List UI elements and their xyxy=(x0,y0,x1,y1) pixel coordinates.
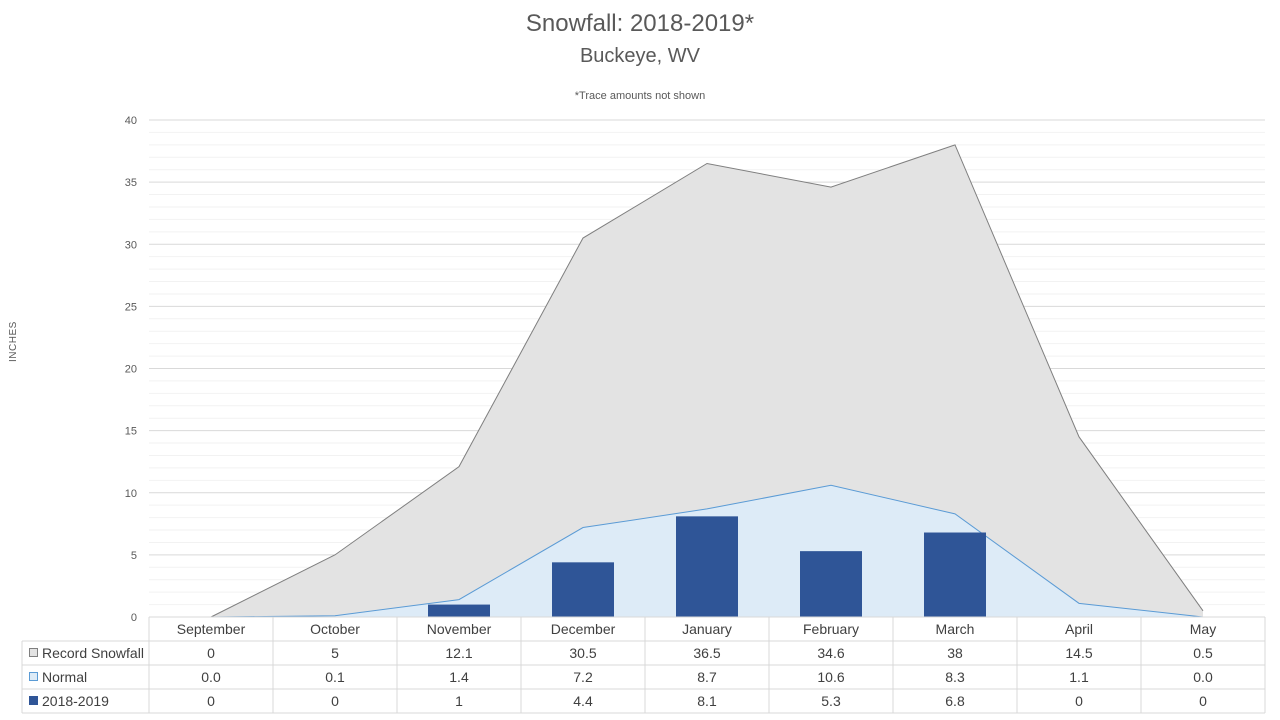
data-label: 5.3 xyxy=(821,693,841,709)
data-label: 4.4 xyxy=(573,693,593,709)
data-label: 1.4 xyxy=(449,669,469,685)
area-record-snowfall xyxy=(211,144,1203,617)
data-label: 0.5 xyxy=(1193,645,1213,661)
bar-march xyxy=(924,532,986,617)
legend-label: Record Snowfall xyxy=(42,645,144,661)
bar-november xyxy=(428,604,490,617)
data-label: 0.0 xyxy=(201,669,221,685)
y-tick-label: 40 xyxy=(125,115,137,127)
data-label: 0.0 xyxy=(1193,669,1213,685)
data-label: 7.2 xyxy=(573,669,593,685)
data-label: 14.5 xyxy=(1065,645,1092,661)
category-label: January xyxy=(682,621,732,637)
data-label: 0.1 xyxy=(325,669,345,685)
y-tick-label: 5 xyxy=(131,550,137,562)
line-normal xyxy=(210,484,1204,618)
data-label: 10.6 xyxy=(817,669,844,685)
category-label: April xyxy=(1065,621,1093,637)
chart-note: *Trace amounts not shown xyxy=(574,90,706,102)
data-label: 30.5 xyxy=(569,645,596,661)
y-tick-label: 35 xyxy=(125,177,137,189)
y-tick-label: 0 xyxy=(131,612,137,624)
data-label: 36.5 xyxy=(693,645,720,661)
y-tick-label: 25 xyxy=(125,301,137,313)
data-label: 0 xyxy=(1199,693,1207,709)
data-label: 0 xyxy=(207,693,215,709)
legend-label: 2018-2019 xyxy=(42,693,109,709)
y-tick-label: 15 xyxy=(125,426,137,438)
chart-subtitle: Buckeye, WV xyxy=(579,45,701,67)
data-label: 0 xyxy=(331,693,339,709)
bar-december xyxy=(552,562,614,617)
category-label: September xyxy=(177,621,246,637)
data-label: 8.3 xyxy=(945,669,965,685)
legend-key-normal xyxy=(29,672,38,681)
bar-february xyxy=(800,551,862,617)
y-tick-label: 10 xyxy=(125,488,137,500)
data-label: 1 xyxy=(455,693,463,709)
legend-label: Normal xyxy=(42,669,87,685)
y-tick-label: 20 xyxy=(125,364,137,376)
bar-january xyxy=(676,516,738,617)
category-label: November xyxy=(427,621,492,637)
category-label: October xyxy=(310,621,360,637)
chart-title: Snowfall: 2018-2019* xyxy=(525,10,755,37)
data-label: 0 xyxy=(1075,693,1083,709)
category-label: December xyxy=(551,621,616,637)
data-label: 5 xyxy=(331,645,339,661)
line-record-snowfall xyxy=(210,144,1204,618)
legend-key-record-snowfall xyxy=(29,648,38,657)
data-label: 12.1 xyxy=(445,645,472,661)
data-label: 8.1 xyxy=(697,693,717,709)
category-label: February xyxy=(803,621,859,637)
data-label: 1.1 xyxy=(1069,669,1089,685)
data-label: 34.6 xyxy=(817,645,844,661)
data-label: 6.8 xyxy=(945,693,965,709)
data-label: 8.7 xyxy=(697,669,717,685)
category-label: March xyxy=(936,621,975,637)
legend-key-2018-2019 xyxy=(29,696,38,705)
category-label: May xyxy=(1190,621,1216,637)
data-label: 0 xyxy=(207,645,215,661)
data-label: 38 xyxy=(947,645,963,661)
y-tick-label: 30 xyxy=(125,239,137,251)
